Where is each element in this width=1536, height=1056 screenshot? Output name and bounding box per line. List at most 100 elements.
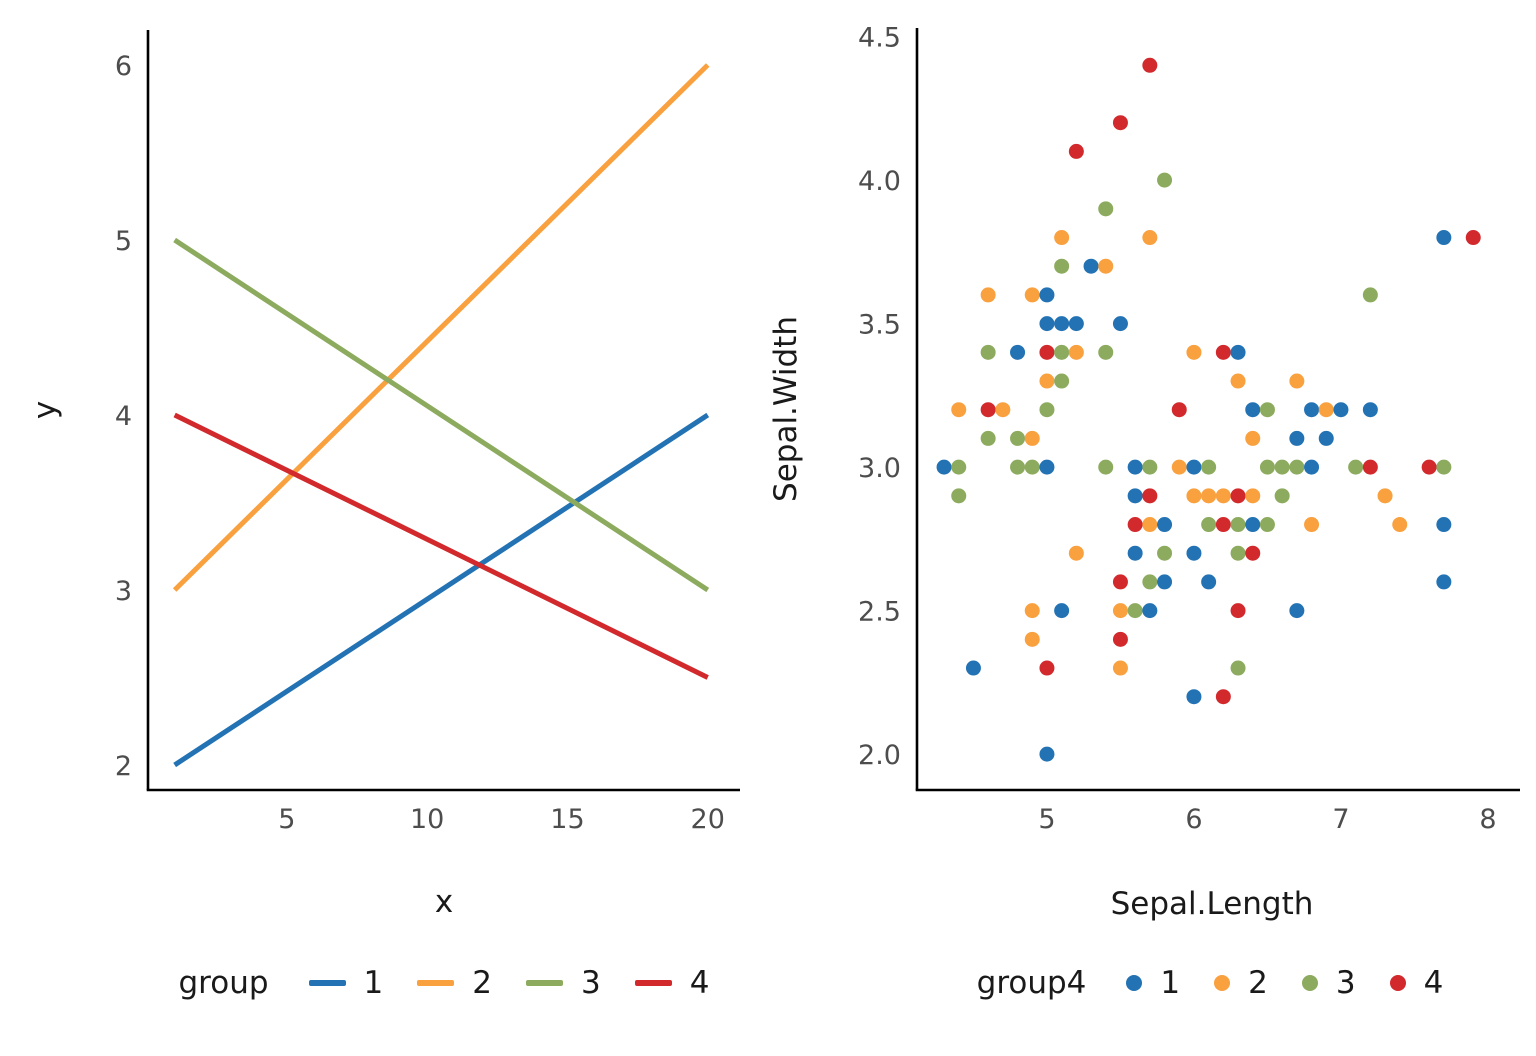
- legend-item-label: 3: [1335, 965, 1356, 1001]
- legend-item-1: 1: [308, 965, 384, 1001]
- scatter-point: [1171, 459, 1187, 475]
- scatter-point: [1142, 57, 1158, 73]
- scatter-point: [965, 660, 981, 676]
- scatter-point: [1039, 316, 1055, 332]
- scatter-point: [1274, 488, 1290, 504]
- legend-right: group4 1 2 3 4: [830, 965, 1536, 1001]
- scatter-point: [1392, 517, 1408, 533]
- y-tick-label: 3.0: [858, 453, 901, 484]
- scatter-point: [1112, 660, 1128, 676]
- scatter-point: [1318, 430, 1334, 446]
- x-tick-label: 15: [550, 804, 584, 835]
- scatter-point: [1024, 603, 1040, 619]
- scatter-point: [1024, 459, 1040, 475]
- y-tick-label: 4.5: [858, 23, 901, 54]
- scatter-point: [1127, 517, 1143, 533]
- scatter-point: [1054, 230, 1070, 246]
- scatter-point: [1039, 402, 1055, 418]
- legend-item-3: 3: [1301, 965, 1356, 1001]
- scatter-point: [1436, 459, 1452, 475]
- scatter-point: [1068, 344, 1084, 360]
- scatter-point: [1098, 344, 1114, 360]
- scatter-point: [1259, 402, 1275, 418]
- scatter-point: [1186, 689, 1202, 705]
- scatter-point: [1054, 258, 1070, 274]
- legend-item-4: 4: [634, 965, 710, 1001]
- x-tick-label: 5: [1038, 804, 1055, 835]
- scatter-point: [1215, 344, 1231, 360]
- scatter-point: [1068, 545, 1084, 561]
- scatter-point: [1215, 488, 1231, 504]
- x-tick-label: 7: [1332, 804, 1349, 835]
- legend-dot-key-icon: [1214, 975, 1231, 991]
- scatter-point: [1157, 545, 1173, 561]
- scatter-point: [980, 344, 996, 360]
- scatter-point: [1348, 459, 1364, 475]
- scatter-point: [1083, 258, 1099, 274]
- scatter-point: [1215, 689, 1231, 705]
- scatter-point: [980, 287, 996, 303]
- scatter-point: [1245, 517, 1261, 533]
- scatter-point: [1230, 517, 1246, 533]
- legend-item-label: 4: [1423, 965, 1444, 1001]
- scatter-point: [1186, 488, 1202, 504]
- scatter-point: [1010, 430, 1026, 446]
- scatter-point: [1157, 574, 1173, 590]
- scatter-point: [1127, 488, 1143, 504]
- scatter-point: [1068, 143, 1084, 159]
- scatter-point: [1186, 545, 1202, 561]
- scatter-point: [1098, 258, 1114, 274]
- x-tick-label: 6: [1185, 804, 1202, 835]
- legend-dot-key-icon: [1389, 975, 1406, 991]
- scatter-point: [1112, 574, 1128, 590]
- x-tick-label: 5: [278, 804, 295, 835]
- y-tick-label: 4.0: [858, 166, 901, 197]
- y-tick-label: 6: [115, 51, 132, 82]
- scatter-point: [951, 459, 967, 475]
- scatter-point: [1039, 660, 1055, 676]
- legend-item-label: 1: [363, 965, 384, 1001]
- x-tick-label: 20: [691, 804, 725, 835]
- scatter-point: [1362, 287, 1378, 303]
- scatter-point: [1098, 201, 1114, 217]
- legend-dot-key-icon: [1126, 975, 1143, 991]
- scatter-point: [1142, 517, 1158, 533]
- scatter-point: [1230, 344, 1246, 360]
- scatter-point: [1436, 230, 1452, 246]
- scatter-point: [1039, 344, 1055, 360]
- scatter-point: [1245, 545, 1261, 561]
- legend-item-3: 3: [526, 965, 601, 1001]
- scatter-point: [951, 488, 967, 504]
- y-tick-label: 2.5: [858, 597, 901, 628]
- scatter-point: [1157, 172, 1173, 188]
- right-y-axis-title: Sepal.Width: [768, 316, 804, 502]
- scatter-point: [980, 402, 996, 418]
- scatter-point: [1289, 459, 1305, 475]
- legend-item-2: 2: [1214, 965, 1268, 1001]
- scatter-point: [1068, 316, 1084, 332]
- scatter-point: [1142, 230, 1158, 246]
- scatter-point: [1171, 402, 1187, 418]
- left-y-axis-title: y: [27, 400, 63, 420]
- x-tick-label: 8: [1479, 804, 1496, 835]
- y-tick-label: 3.5: [858, 310, 901, 341]
- legend-line-key-icon: [526, 980, 564, 986]
- legend-item-label: 4: [689, 965, 710, 1001]
- scatter-point: [1157, 517, 1173, 533]
- scatter-point: [1024, 430, 1040, 446]
- scatter-point: [1259, 459, 1275, 475]
- scatter-point: [1098, 459, 1114, 475]
- legend-right-title: group4: [976, 965, 1087, 1001]
- scatter-point: [1127, 545, 1143, 561]
- scatter-point: [1039, 287, 1055, 303]
- scatter-point: [1039, 746, 1055, 762]
- scatter-point: [1024, 631, 1040, 647]
- legend-line-key-icon: [634, 980, 672, 986]
- line-series-1: [173, 412, 710, 768]
- scatter-point: [1289, 603, 1305, 619]
- scatter-point: [1010, 459, 1026, 475]
- scatter-point: [1024, 287, 1040, 303]
- legend-line-key-icon: [417, 980, 455, 986]
- scatter-point: [980, 430, 996, 446]
